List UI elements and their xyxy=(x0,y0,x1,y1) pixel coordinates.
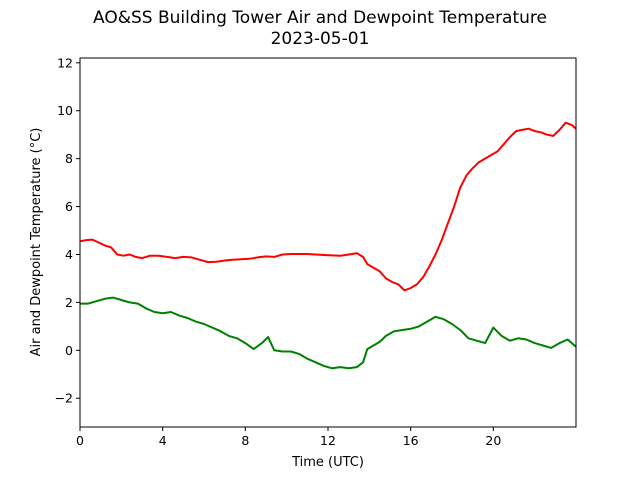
x-tick-label: 0 xyxy=(76,433,84,448)
y-tick-label: 12 xyxy=(57,55,73,70)
x-tick-label: 8 xyxy=(241,433,249,448)
x-tick-label: 12 xyxy=(320,433,336,448)
y-tick-label: 10 xyxy=(57,103,73,118)
y-tick-label: −2 xyxy=(55,391,73,406)
y-tick-label: 4 xyxy=(65,247,73,262)
series-line-1 xyxy=(80,296,577,370)
plot-frame xyxy=(79,57,577,428)
x-tick-label: 4 xyxy=(159,433,167,448)
series-layer xyxy=(79,121,577,370)
y-axis-label: Air and Dewpoint Temperature (°C) xyxy=(29,128,44,357)
y-tick-label: 6 xyxy=(65,199,73,214)
x-axis-label: Time (UTC) xyxy=(291,455,364,470)
y-tick-label: 2 xyxy=(65,295,73,310)
ticks-layer: 0 4 8 12 16 20 −2 0 2 4 6 8 10 12 xyxy=(55,55,502,448)
y-tick-label: 0 xyxy=(65,343,73,358)
y-tick-label: 8 xyxy=(65,151,73,166)
series-line-0 xyxy=(79,121,577,292)
chart-title: AO&SS Building Tower Air and Dewpoint Te… xyxy=(92,8,547,28)
x-tick-label: 16 xyxy=(403,433,419,448)
chart-subtitle: 2023-05-01 xyxy=(270,29,370,49)
x-tick-label: 20 xyxy=(485,433,501,448)
